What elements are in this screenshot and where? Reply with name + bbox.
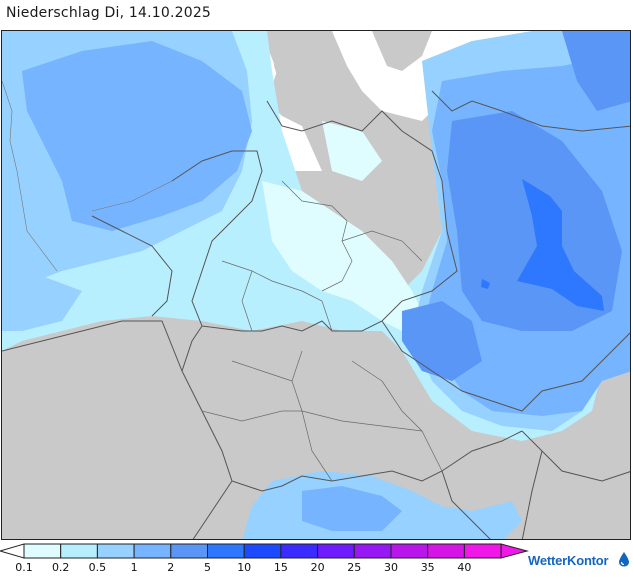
legend-cell — [207, 543, 245, 559]
legend-tick-label: 0.1 — [15, 561, 33, 574]
legend-cell — [390, 543, 429, 559]
legend-arrow-right — [500, 543, 530, 559]
legend-arrow-left — [0, 543, 25, 559]
legend-tick-label: 15 — [273, 561, 288, 574]
legend-cell — [243, 543, 282, 559]
legend-cell — [133, 543, 172, 559]
precipitation-legend: 0.1 0.2 0.5 1 2 5 10 15 20 25 30 35 40 — [0, 541, 633, 580]
legend-tick-label: 20 — [310, 561, 325, 574]
legend-tick-label: 5 — [204, 561, 211, 574]
precip-layer-5 — [481, 179, 604, 311]
legend-tick-label: 10 — [237, 561, 252, 574]
legend-tick-label: 0.2 — [51, 561, 70, 574]
precipitation-map[interactable] — [1, 30, 631, 540]
precip-layer-0.1 — [262, 121, 422, 331]
country-borders — [2, 90, 630, 539]
state-borders — [201, 180, 443, 482]
legend-tick-label: 30 — [384, 561, 398, 574]
legend-cell — [280, 543, 319, 559]
legend-cell — [60, 543, 98, 559]
legend-cell — [427, 543, 465, 559]
legend-tick-label: 35 — [420, 561, 435, 574]
legend-cell — [170, 543, 209, 559]
legend-tick-label: 0.5 — [88, 561, 107, 574]
raindrop-icon — [619, 552, 629, 567]
legend-tick-label: 25 — [347, 561, 362, 574]
coastlines — [2, 80, 173, 272]
denmark-land — [272, 31, 342, 106]
sweden-land — [372, 31, 432, 71]
legend-tick-label: 1 — [130, 561, 138, 574]
wetterkontor-logo-text: WetterKontor — [528, 553, 609, 568]
legend-cell — [23, 543, 62, 559]
legend-bar — [0, 543, 530, 559]
legend-cell — [317, 543, 355, 559]
legend-tick-label: 40 — [457, 561, 472, 574]
legend-cell — [353, 543, 392, 559]
map-title: Niederschlag Di, 14.10.2025 — [6, 5, 212, 21]
legend-cell — [96, 543, 135, 559]
legend-cell — [463, 543, 502, 559]
legend-tick-label: 2 — [167, 561, 175, 574]
